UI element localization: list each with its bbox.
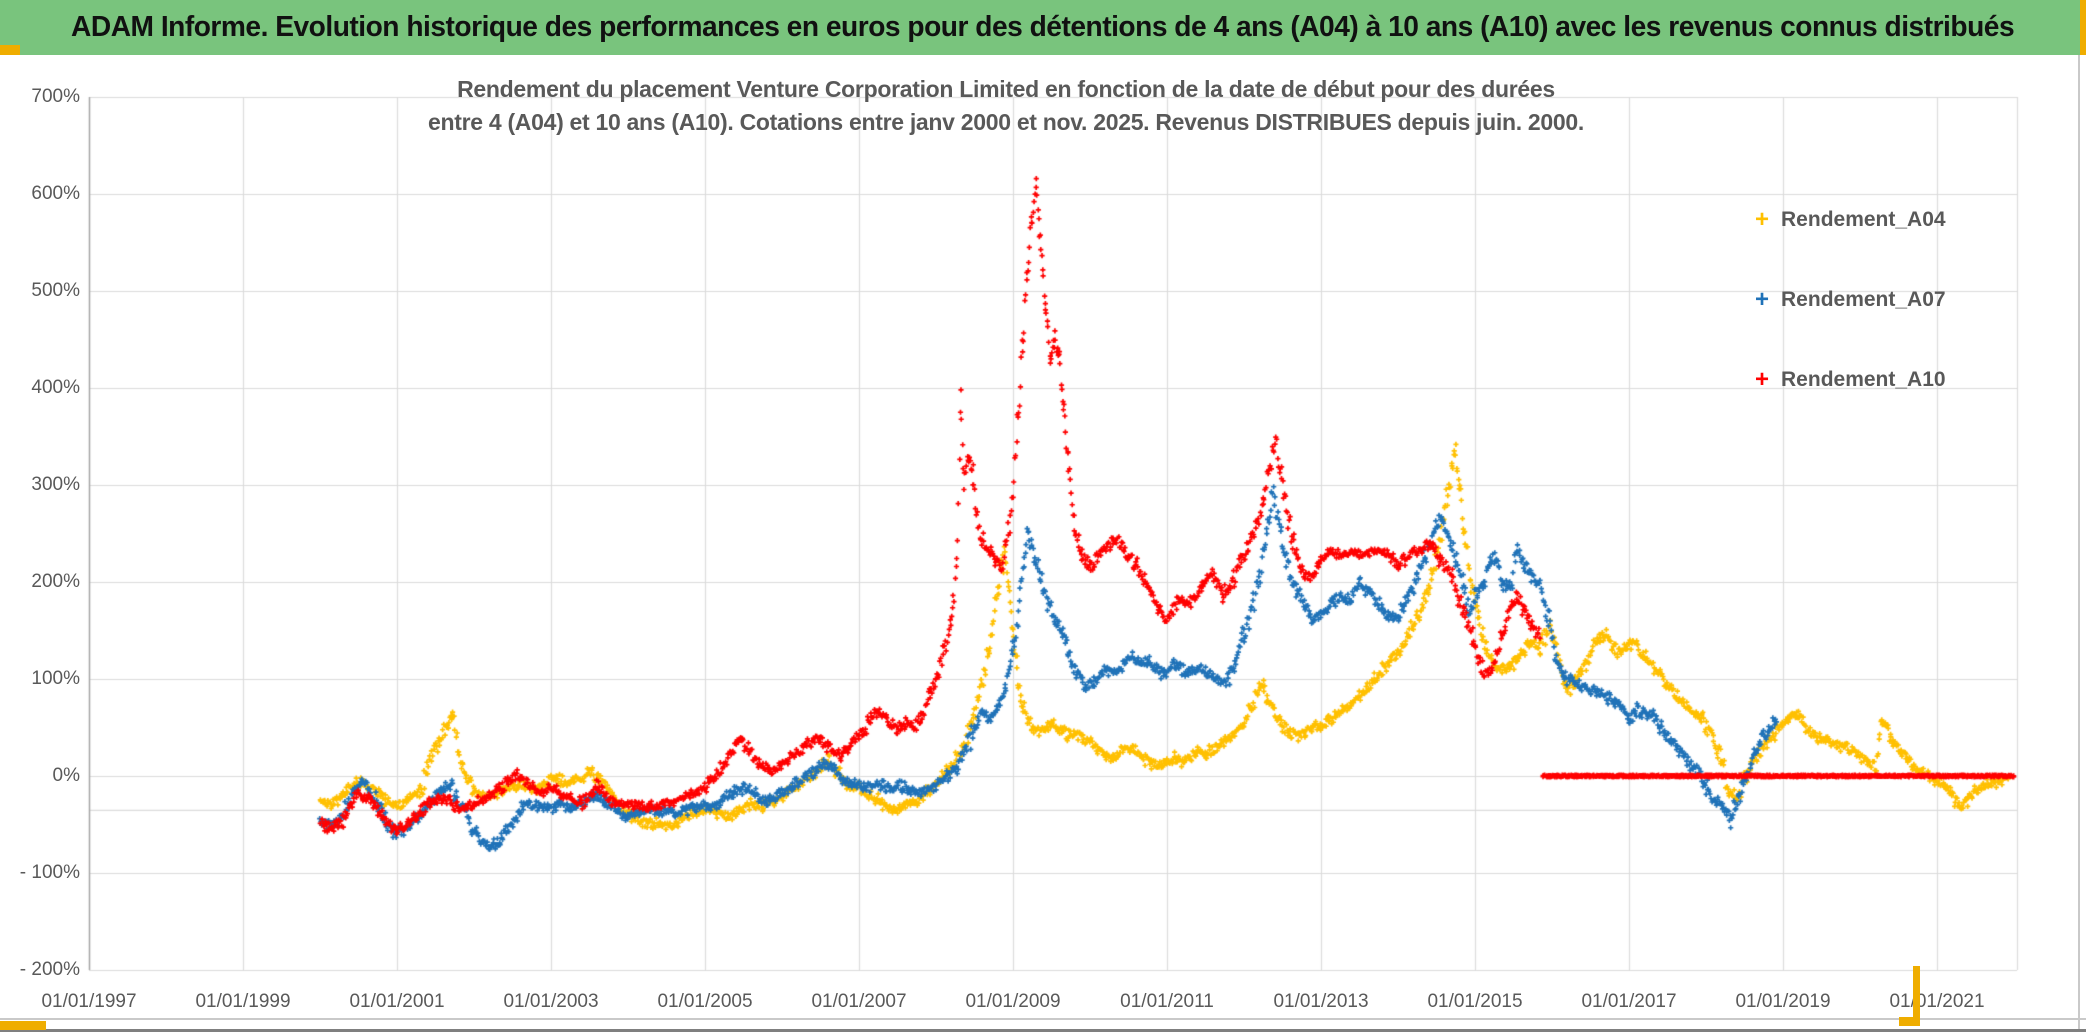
bottom-divider-line xyxy=(0,1018,2086,1020)
legend-label: Rendement_A10 xyxy=(1781,368,1946,391)
legend-label: Rendement_A04 xyxy=(1781,208,1946,231)
y-tick-label: 700% xyxy=(31,86,80,107)
chart-title-line1: Rendement du placement Venture Corporati… xyxy=(457,76,1555,102)
header-bar: ADAM Informe. Evolution historique des p… xyxy=(0,0,2086,55)
y-tick-label: 600% xyxy=(31,183,80,204)
legend-item-Rendement_A04[interactable]: + Rendement_A04 xyxy=(1755,208,1946,232)
yellow-accent-bottom-right-foot xyxy=(1899,1017,1920,1026)
x-tick-label: 01/01/2011 xyxy=(1120,991,1214,1012)
x-tick-label: 01/01/2019 xyxy=(1735,991,1831,1012)
y-tick-label: 100% xyxy=(31,668,80,689)
yellow-accent-top-left xyxy=(0,45,20,55)
y-tick-label: 200% xyxy=(31,571,80,592)
header-title: ADAM Informe. Evolution historique des p… xyxy=(71,11,2015,43)
y-tick-label: 0% xyxy=(52,765,80,786)
legend-item-Rendement_A10[interactable]: + Rendement_A10 xyxy=(1755,368,1946,392)
x-tick-label: 01/01/2013 xyxy=(1273,991,1369,1012)
x-tick-label: 01/01/1997 xyxy=(41,991,137,1012)
x-tick-label: 01/01/2015 xyxy=(1427,991,1523,1012)
x-tick-label: 01/01/2017 xyxy=(1581,991,1677,1012)
yellow-accent-bottom-left xyxy=(0,1021,46,1030)
x-tick-label: 01/01/2003 xyxy=(503,991,599,1012)
plus-marker-icon: + xyxy=(1755,366,1770,393)
right-divider-line xyxy=(2078,55,2080,1029)
x-tick-label: 01/01/2007 xyxy=(811,991,907,1012)
y-tick-label: 300% xyxy=(31,474,80,495)
x-tick-label: 01/01/1999 xyxy=(195,991,291,1012)
x-tick-label: 01/01/2021 xyxy=(1889,991,1985,1012)
y-tick-label: 500% xyxy=(31,280,80,301)
yellow-accent-top-right xyxy=(2080,0,2086,55)
x-tick-label: 01/01/2001 xyxy=(349,991,445,1012)
y-tick-label: - 200% xyxy=(19,959,80,980)
chart-title-line2: entre 4 (A04) et 10 ans (A10). Cotations… xyxy=(428,109,1584,135)
plus-marker-icon: + xyxy=(1755,286,1770,313)
bottom-window-edge xyxy=(0,1029,2086,1032)
yellow-accent-bottom-right-vertical xyxy=(1913,966,1920,1026)
legend-label: Rendement_A07 xyxy=(1781,288,1946,311)
x-tick-label: 01/01/2005 xyxy=(657,991,753,1012)
legend-item-Rendement_A07[interactable]: + Rendement_A07 xyxy=(1755,288,1946,312)
plus-marker-icon: + xyxy=(1755,206,1770,233)
y-tick-label: 400% xyxy=(31,377,80,398)
x-tick-label: 01/01/2009 xyxy=(965,991,1061,1012)
y-tick-label: - 100% xyxy=(19,862,80,883)
